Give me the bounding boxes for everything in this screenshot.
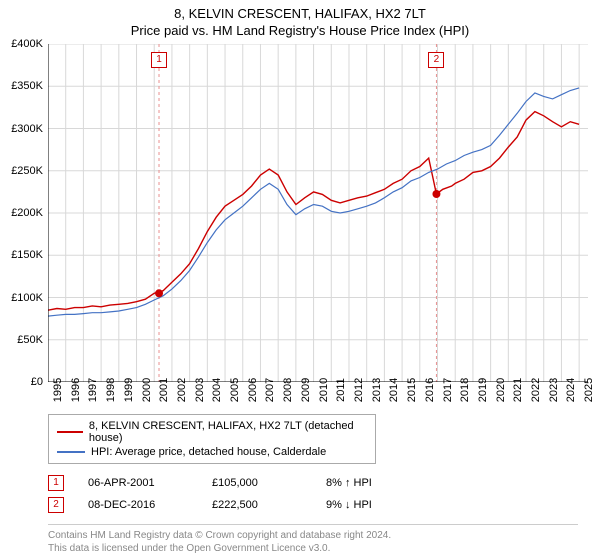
x-axis-label: 2012 bbox=[353, 378, 365, 402]
x-axis-label: 1997 bbox=[87, 378, 99, 402]
y-axis-label: £200K bbox=[11, 207, 43, 219]
event-marker-1: 1 bbox=[151, 52, 167, 68]
x-axis-label: 2019 bbox=[477, 378, 489, 402]
x-axis-label: 2007 bbox=[264, 378, 276, 402]
x-axis-label: 1999 bbox=[123, 378, 135, 402]
event-row-marker: 2 bbox=[48, 497, 64, 513]
legend-label: HPI: Average price, detached house, Cald… bbox=[91, 446, 326, 458]
event-row-marker: 1 bbox=[48, 475, 64, 491]
plot-svg bbox=[48, 44, 588, 382]
x-axis-label: 2023 bbox=[548, 378, 560, 402]
legend: 8, KELVIN CRESCENT, HALIFAX, HX2 7LT (de… bbox=[48, 414, 376, 464]
footer: Contains HM Land Registry data © Crown c… bbox=[48, 524, 578, 555]
legend-label: 8, KELVIN CRESCENT, HALIFAX, HX2 7LT (de… bbox=[89, 420, 367, 444]
chart-area: £0£50K£100K£150K£200K£250K£300K£350K£400… bbox=[0, 42, 600, 412]
x-axis-label: 1995 bbox=[52, 378, 64, 402]
x-axis-label: 2021 bbox=[512, 378, 524, 402]
x-axis-label: 2000 bbox=[141, 378, 153, 402]
chart-container: 8, KELVIN CRESCENT, HALIFAX, HX2 7LT Pri… bbox=[0, 0, 600, 560]
event-date: 06-APR-2001 bbox=[88, 477, 188, 489]
x-axis-label: 2022 bbox=[530, 378, 542, 402]
x-axis-label: 2006 bbox=[247, 378, 259, 402]
y-axis-label: £150K bbox=[11, 249, 43, 261]
event-delta: 8% ↑ HPI bbox=[326, 477, 372, 489]
x-axis-label: 2011 bbox=[335, 378, 347, 402]
footer-line2: This data is licensed under the Open Gov… bbox=[48, 542, 578, 555]
event-delta: 9% ↓ HPI bbox=[326, 499, 372, 511]
x-axis-label: 1998 bbox=[105, 378, 117, 402]
x-axis-label: 2016 bbox=[424, 378, 436, 402]
event-price: £222,500 bbox=[212, 499, 302, 511]
legend-swatch bbox=[57, 431, 83, 433]
title-subtitle: Price paid vs. HM Land Registry's House … bbox=[0, 21, 600, 42]
y-axis-label: £50K bbox=[17, 334, 43, 346]
y-axis-label: £400K bbox=[11, 38, 43, 50]
x-axis-label: 2008 bbox=[282, 378, 294, 402]
event-row: 1 06-APR-2001 £105,000 8% ↑ HPI bbox=[48, 472, 600, 494]
legend-item: 8, KELVIN CRESCENT, HALIFAX, HX2 7LT (de… bbox=[57, 419, 367, 445]
event-marker-2: 2 bbox=[428, 52, 444, 68]
x-axis-label: 2009 bbox=[300, 378, 312, 402]
x-axis-label: 2004 bbox=[211, 378, 223, 402]
x-axis-label: 1996 bbox=[70, 378, 82, 402]
events-table: 1 06-APR-2001 £105,000 8% ↑ HPI 2 08-DEC-2016… bbox=[48, 472, 600, 516]
y-axis-label: £350K bbox=[11, 80, 43, 92]
footer-line1: Contains HM Land Registry data © Crown c… bbox=[48, 529, 578, 542]
x-axis-label: 2002 bbox=[176, 378, 188, 402]
x-axis-label: 2015 bbox=[406, 378, 418, 402]
y-axis-label: £0 bbox=[31, 376, 43, 388]
y-axis-label: £250K bbox=[11, 165, 43, 177]
title-address: 8, KELVIN CRESCENT, HALIFAX, HX2 7LT bbox=[0, 0, 600, 21]
x-axis-label: 2005 bbox=[229, 378, 241, 402]
x-axis-label: 2024 bbox=[565, 378, 577, 402]
event-price: £105,000 bbox=[212, 477, 302, 489]
x-axis-label: 2018 bbox=[459, 378, 471, 402]
x-axis-label: 2003 bbox=[194, 378, 206, 402]
y-axis-label: £100K bbox=[11, 292, 43, 304]
event-date: 08-DEC-2016 bbox=[88, 499, 188, 511]
x-axis-label: 2010 bbox=[318, 378, 330, 402]
x-axis-label: 2001 bbox=[158, 378, 170, 402]
legend-item: HPI: Average price, detached house, Cald… bbox=[57, 445, 367, 459]
x-axis-label: 2017 bbox=[442, 378, 454, 402]
x-axis-label: 2013 bbox=[371, 378, 383, 402]
x-axis-label: 2020 bbox=[495, 378, 507, 402]
event-row: 2 08-DEC-2016 £222,500 9% ↓ HPI bbox=[48, 494, 600, 516]
y-axis-label: £300K bbox=[11, 123, 43, 135]
x-axis-label: 2014 bbox=[388, 378, 400, 402]
x-axis-label: 2025 bbox=[583, 378, 595, 402]
legend-swatch bbox=[57, 451, 85, 453]
